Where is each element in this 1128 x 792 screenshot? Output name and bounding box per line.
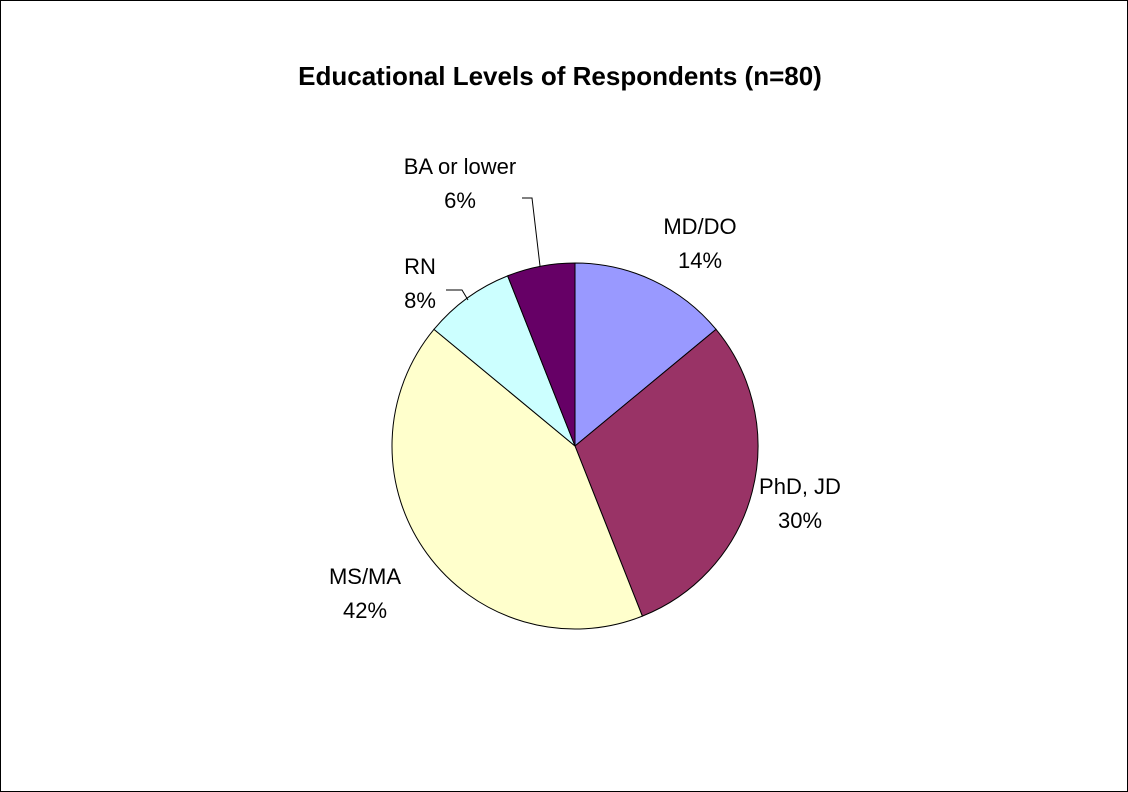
pie-slice — [574, 262, 717, 448]
slice-label: MS/MA — [329, 564, 401, 589]
slice-label: MD/DO — [663, 214, 736, 239]
slice-label: RN — [404, 254, 436, 279]
pie-slice — [574, 328, 759, 617]
slice-value-label: 8% — [404, 288, 436, 313]
pie-slice — [506, 262, 576, 447]
leader-line — [446, 289, 469, 301]
slice-value-label: 6% — [444, 188, 476, 213]
slice-value-label: 30% — [778, 508, 822, 533]
leader-line — [522, 197, 541, 267]
slice-value-label: 14% — [678, 248, 722, 273]
chart-title: Educational Levels of Respondents (n=80) — [298, 61, 822, 91]
slice-label: BA or lower — [404, 154, 517, 179]
slice-label: PhD, JD — [759, 474, 841, 499]
pie-slice — [391, 328, 644, 630]
pie-slice — [433, 275, 576, 447]
slice-value-label: 42% — [343, 598, 387, 623]
